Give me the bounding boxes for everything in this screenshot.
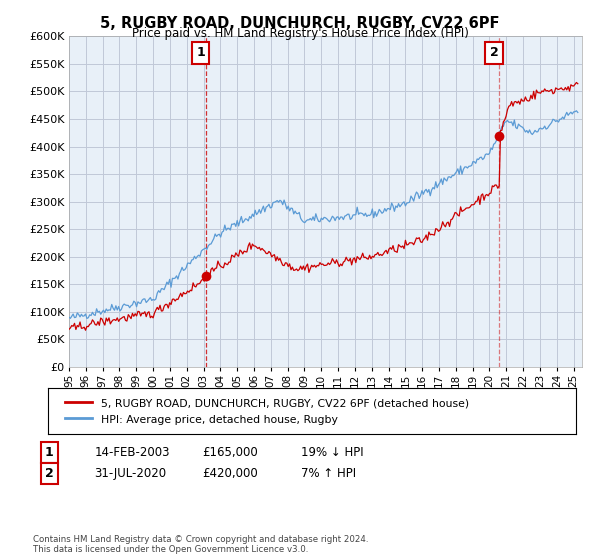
Text: 2: 2 [45,466,53,480]
Legend: 5, RUGBY ROAD, DUNCHURCH, RUGBY, CV22 6PF (detached house), HPI: Average price, : 5, RUGBY ROAD, DUNCHURCH, RUGBY, CV22 6P… [59,391,476,431]
Text: £420,000: £420,000 [202,466,258,480]
Text: 5, RUGBY ROAD, DUNCHURCH, RUGBY, CV22 6PF: 5, RUGBY ROAD, DUNCHURCH, RUGBY, CV22 6P… [100,16,500,31]
Text: 1: 1 [45,446,53,459]
Text: 19% ↓ HPI: 19% ↓ HPI [301,446,364,459]
Text: 2: 2 [490,46,499,59]
Text: 1: 1 [196,46,205,59]
Text: Contains HM Land Registry data © Crown copyright and database right 2024.: Contains HM Land Registry data © Crown c… [33,535,368,544]
Text: 7% ↑ HPI: 7% ↑ HPI [301,466,356,480]
Text: 14-FEB-2003: 14-FEB-2003 [94,446,170,459]
Text: £165,000: £165,000 [202,446,258,459]
Text: 31-JUL-2020: 31-JUL-2020 [94,466,166,480]
Text: Price paid vs. HM Land Registry's House Price Index (HPI): Price paid vs. HM Land Registry's House … [131,27,469,40]
Text: This data is licensed under the Open Government Licence v3.0.: This data is licensed under the Open Gov… [33,545,308,554]
